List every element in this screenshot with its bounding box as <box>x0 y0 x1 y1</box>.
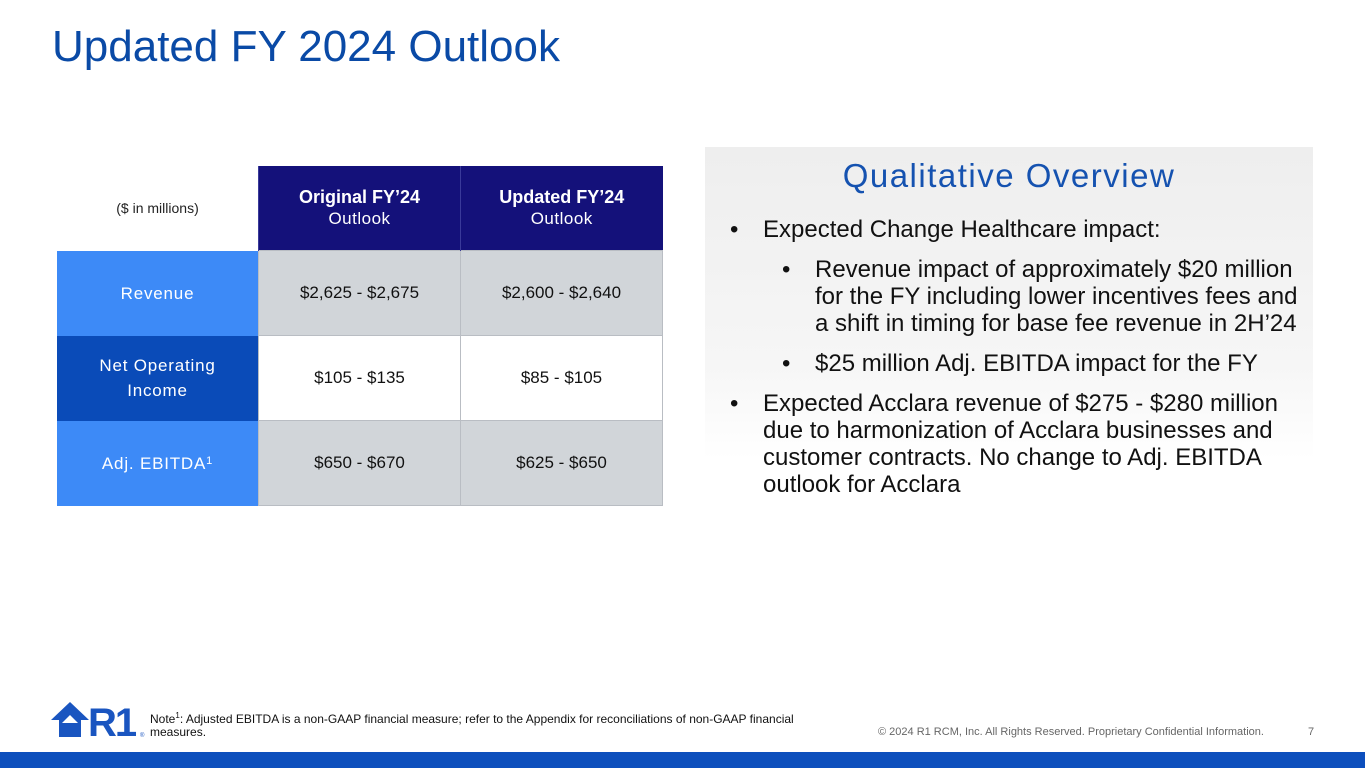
revenue-original: $2,625 - $2,675 <box>258 250 461 336</box>
footnote-prefix: Note <box>150 712 176 726</box>
list-item: • Revenue impact of approximately $20 mi… <box>730 256 1310 337</box>
qualitative-title: Qualitative Overview <box>842 157 1176 194</box>
row-label-net-operating-income: Net Operating Income <box>57 335 259 421</box>
row-label-noi-line1: Net Operating <box>99 356 216 375</box>
revenue-updated: $2,600 - $2,640 <box>460 250 663 336</box>
list-item: • Expected Change Healthcare impact: <box>730 216 1310 243</box>
bullet-icon: • <box>730 390 739 417</box>
table-header-row: ($ in millions) Original FY’24 Outlook U… <box>57 166 663 251</box>
noi-updated: $85 - $105 <box>460 335 663 421</box>
bullet-text: Revenue impact of approximately $20 mill… <box>815 256 1298 337</box>
footnote-marker: 1 <box>206 454 214 467</box>
list-item: • Expected Acclara revenue of $275 - $28… <box>730 390 1310 498</box>
units-label: ($ in millions) <box>57 166 259 251</box>
footer-bar <box>0 752 1365 768</box>
bullet-text: Expected Change Healthcare impact: <box>763 216 1161 243</box>
r1-logo-registered-mark: ® <box>140 732 145 739</box>
copyright-text: © 2024 R1 RCM, Inc. All Rights Reserved.… <box>878 726 1264 738</box>
footnote-sup: 1 <box>175 711 180 720</box>
footnote: Note1: Adjusted EBITDA is a non-GAAP fin… <box>150 709 850 739</box>
footnote-text: : Adjusted EBITDA is a non-GAAP financia… <box>150 712 794 739</box>
page-title: Updated FY 2024 Outlook <box>52 22 560 71</box>
column-header-original: Original FY’24 Outlook <box>258 166 461 251</box>
table-row-revenue: Revenue $2,625 - $2,675 $2,600 - $2,640 <box>57 250 663 336</box>
r1-logo-wordmark: R1 <box>88 701 137 739</box>
r1-logo: R1 ® <box>51 701 145 739</box>
page-number: 7 <box>1308 726 1315 738</box>
bullet-icon: • <box>782 256 791 283</box>
column-header-updated-subtitle: Outlook <box>530 209 593 228</box>
column-header-original-title: Original FY’24 <box>298 187 421 207</box>
outlook-table: ($ in millions) Original FY’24 Outlook U… <box>57 166 663 506</box>
table-row-adj-ebitda: Adj. EBITDA1 $650 - $670 $625 - $650 <box>57 420 663 506</box>
column-header-updated-title: Updated FY’24 <box>499 187 625 207</box>
list-item: • $25 million Adj. EBITDA impact for the… <box>730 350 1310 377</box>
noi-original: $105 - $135 <box>258 335 461 421</box>
row-label-adj-ebitda-text: Adj. EBITDA <box>101 453 207 473</box>
bullet-icon: • <box>782 350 791 377</box>
r1-logo-chevron-icon <box>62 715 78 723</box>
column-header-updated: Updated FY’24 Outlook <box>460 166 663 251</box>
qualitative-panel <box>705 147 1313 459</box>
bullet-text: Expected Acclara revenue of $275 - $280 … <box>763 390 1278 498</box>
row-label-adj-ebitda: Adj. EBITDA1 <box>57 420 259 506</box>
qualitative-list: • Expected Change Healthcare impact: • R… <box>730 216 1310 511</box>
table-row-net-operating-income: Net Operating Income $105 - $135 $85 - $… <box>57 335 663 421</box>
adj-ebitda-original: $650 - $670 <box>258 420 461 506</box>
bullet-text: $25 million Adj. EBITDA impact for the F… <box>815 350 1258 377</box>
row-label-revenue: Revenue <box>57 250 259 336</box>
row-label-noi-line2: Income <box>127 381 188 400</box>
adj-ebitda-updated: $625 - $650 <box>460 420 663 506</box>
column-header-original-subtitle: Outlook <box>328 209 391 228</box>
bullet-icon: • <box>730 216 739 243</box>
